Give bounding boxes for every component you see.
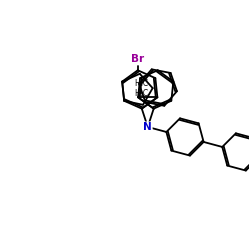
Text: N: N (143, 122, 152, 132)
Text: H₃C: H₃C (134, 79, 149, 88)
Text: H₃C: H₃C (134, 88, 149, 98)
Text: Br: Br (131, 54, 144, 64)
